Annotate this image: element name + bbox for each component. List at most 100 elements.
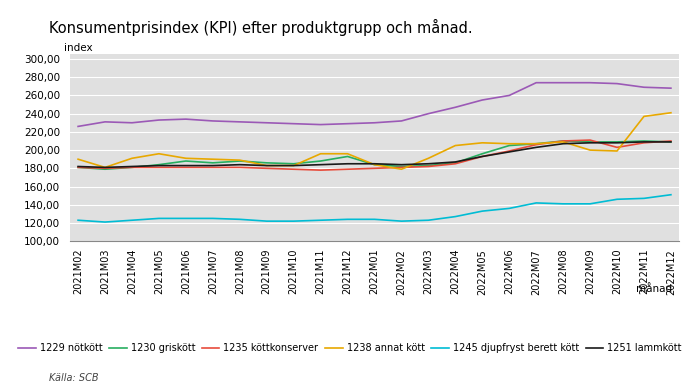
1230 griskött: [424, 163, 433, 168]
1238 annat kött: [559, 140, 567, 144]
1229 nötkött: [182, 117, 190, 121]
1238 annat kött: [666, 110, 675, 115]
1245 djupfryst berett kött: [74, 218, 83, 223]
1245 djupfryst berett kött: [424, 218, 433, 223]
Line: 1229 nötkött: 1229 nötkött: [78, 83, 671, 126]
1229 nötkött: [74, 124, 83, 129]
1245 djupfryst berett kött: [209, 216, 217, 221]
1245 djupfryst berett kött: [612, 197, 621, 202]
1230 griskött: [101, 167, 109, 172]
1229 nötkött: [451, 105, 459, 110]
Line: 1238 annat kött: 1238 annat kött: [78, 113, 671, 169]
1230 griskött: [209, 161, 217, 165]
1235 köttkonserver: [505, 149, 513, 153]
Line: 1230 griskött: 1230 griskött: [78, 141, 671, 169]
1251 lammkött: [155, 163, 163, 168]
1251 lammkött: [74, 164, 83, 169]
1229 nötkött: [128, 121, 136, 125]
1238 annat kött: [101, 165, 109, 170]
1235 köttkonserver: [155, 165, 163, 170]
1251 lammkött: [559, 141, 567, 146]
1245 djupfryst berett kött: [532, 201, 540, 205]
1235 köttkonserver: [397, 165, 405, 170]
1251 lammkött: [666, 140, 675, 144]
1229 nötkött: [586, 81, 594, 85]
1229 nötkött: [344, 121, 352, 126]
1238 annat kött: [316, 151, 325, 156]
1230 griskött: [262, 161, 271, 165]
1238 annat kött: [586, 148, 594, 152]
1230 griskött: [532, 141, 540, 146]
1235 köttkonserver: [101, 166, 109, 171]
1235 köttkonserver: [612, 145, 621, 150]
1235 köttkonserver: [316, 168, 325, 172]
1251 lammkött: [182, 163, 190, 168]
Text: Källa: SCB: Källa: SCB: [49, 373, 99, 383]
1238 annat kött: [397, 167, 405, 172]
1229 nötkött: [209, 119, 217, 123]
1251 lammkött: [209, 163, 217, 168]
1229 nötkött: [612, 81, 621, 86]
1230 griskött: [182, 159, 190, 163]
1251 lammkött: [424, 161, 433, 166]
1230 griskött: [155, 162, 163, 167]
1245 djupfryst berett kött: [236, 217, 244, 222]
1251 lammkött: [236, 162, 244, 167]
1251 lammkött: [586, 140, 594, 145]
1229 nötkött: [424, 111, 433, 116]
1251 lammkött: [451, 159, 459, 164]
1238 annat kött: [451, 143, 459, 148]
1229 nötkött: [640, 85, 648, 89]
Line: 1235 köttkonserver: 1235 köttkonserver: [78, 140, 671, 170]
1245 djupfryst berett kött: [640, 196, 648, 201]
1235 köttkonserver: [532, 142, 540, 147]
1229 nötkött: [532, 81, 540, 85]
1238 annat kött: [236, 158, 244, 163]
1235 köttkonserver: [344, 167, 352, 172]
1245 djupfryst berett kött: [586, 202, 594, 206]
1229 nötkött: [101, 119, 109, 124]
1235 köttkonserver: [236, 165, 244, 170]
1238 annat kött: [182, 156, 190, 161]
1238 annat kött: [612, 149, 621, 153]
1235 köttkonserver: [559, 138, 567, 143]
1238 annat kött: [262, 163, 271, 168]
1238 annat kött: [424, 156, 433, 161]
1230 griskött: [478, 151, 486, 156]
1245 djupfryst berett kött: [666, 193, 675, 197]
1230 griskött: [559, 138, 567, 143]
1235 köttkonserver: [478, 154, 486, 159]
1229 nötkött: [478, 98, 486, 102]
1235 köttkonserver: [209, 165, 217, 170]
1230 griskött: [236, 159, 244, 163]
1230 griskött: [586, 140, 594, 144]
1229 nötkött: [290, 121, 298, 126]
1238 annat kött: [505, 141, 513, 146]
Line: 1251 lammkött: 1251 lammkött: [78, 142, 671, 167]
1245 djupfryst berett kött: [451, 214, 459, 219]
1235 köttkonserver: [74, 165, 83, 170]
1238 annat kött: [344, 151, 352, 156]
1238 annat kött: [209, 157, 217, 161]
1251 lammkött: [290, 163, 298, 168]
1238 annat kött: [532, 141, 540, 146]
1229 nötkött: [370, 121, 379, 125]
1230 griskött: [666, 140, 675, 144]
1251 lammkött: [532, 145, 540, 150]
1251 lammkött: [370, 161, 379, 166]
1251 lammkött: [612, 140, 621, 145]
1229 nötkött: [397, 119, 405, 123]
1229 nötkött: [666, 86, 675, 91]
1235 köttkonserver: [640, 140, 648, 145]
1235 köttkonserver: [451, 161, 459, 166]
1238 annat kött: [128, 156, 136, 161]
1251 lammkött: [505, 150, 513, 154]
1229 nötkött: [155, 118, 163, 123]
1229 nötkött: [559, 81, 567, 85]
1238 annat kött: [640, 114, 648, 119]
1245 djupfryst berett kött: [262, 219, 271, 223]
1251 lammkött: [640, 140, 648, 144]
Text: index: index: [64, 42, 92, 53]
1245 djupfryst berett kött: [155, 216, 163, 221]
1245 djupfryst berett kött: [290, 219, 298, 223]
